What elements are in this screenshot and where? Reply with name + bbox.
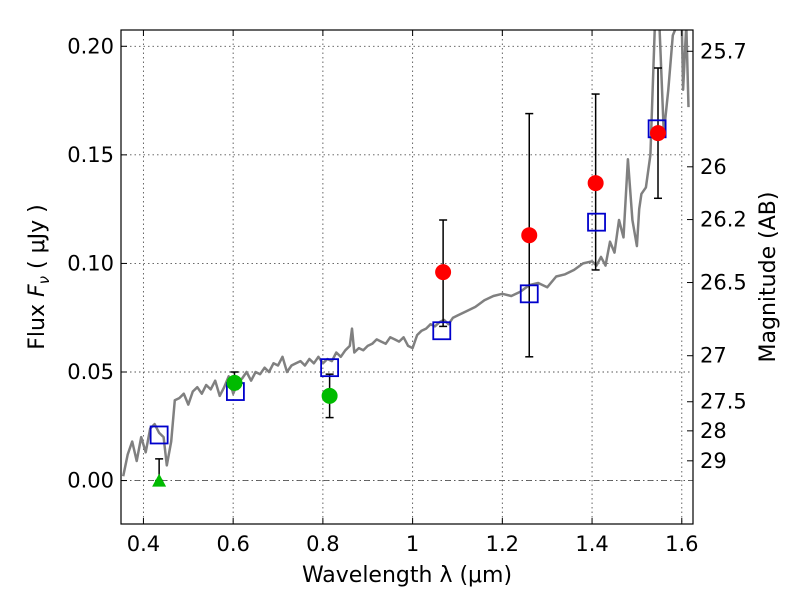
y2-tick-label: 27 [700, 344, 727, 368]
x-tick-label: 1.4 [575, 532, 608, 556]
y2-tick-label: 28 [700, 419, 727, 443]
x-tick-label: 0.8 [306, 532, 339, 556]
y-axis-title-units: ( μJy ) [25, 204, 50, 276]
x-axis-title: Wavelength λ (μm) [302, 563, 512, 588]
y-axis-title-flux: Flux [25, 297, 50, 350]
upper-limit-triangle [152, 473, 167, 487]
y2-tick-label: 25.7 [700, 39, 747, 63]
y-axis-title-subscript: ν [35, 276, 53, 284]
observed-nir-point [650, 125, 667, 142]
model-photometry-square [587, 212, 606, 232]
model-photometry-square [432, 321, 452, 341]
y-axis-title-symbol: F [25, 284, 50, 297]
model-photometry-square [320, 358, 340, 378]
y2-tick-label: 26.5 [700, 271, 747, 295]
y-tick-label: 0.00 [67, 469, 114, 493]
y2-tick-label: 26.2 [700, 208, 747, 232]
observed-optical-point [226, 374, 243, 391]
x-tick-label: 1 [406, 532, 419, 556]
y2-axis-title: Magnitude (AB) [756, 192, 781, 363]
model-photometry-square [519, 284, 539, 304]
y-axis-title: Flux Fν ( μJy ) [25, 204, 53, 349]
observed-nir-point [521, 227, 538, 244]
y-tick-label: 0.05 [67, 360, 114, 384]
axis-ticks: 0.4 0.6 0.8 1 1.2 1.4 1.6 0.00 0.05 0.10 0.15 0.20 2… [67, 30, 747, 556]
y2-tick-label: 29 [700, 449, 727, 473]
x-tick-label: 1.2 [486, 532, 519, 556]
plot-frame [120, 29, 694, 525]
observed-nir-point [587, 175, 604, 192]
observed-optical-point [321, 387, 338, 404]
y-tick-label: 0.20 [67, 34, 114, 58]
observed-nir-point [435, 264, 452, 281]
y2-tick-label: 26 [700, 155, 727, 179]
x-tick-label: 0.4 [127, 532, 160, 556]
model-photometry-square [149, 425, 169, 445]
x-tick-label: 0.6 [216, 532, 249, 556]
y2-tick-label: 27.5 [700, 390, 747, 414]
x-tick-label: 1.6 [665, 532, 698, 556]
data-marks [121, 30, 690, 487]
y-tick-label: 0.10 [67, 251, 114, 275]
y-tick-label: 0.15 [67, 143, 114, 167]
model-spectrum-line [121, 30, 690, 477]
plot-background [121, 30, 693, 524]
